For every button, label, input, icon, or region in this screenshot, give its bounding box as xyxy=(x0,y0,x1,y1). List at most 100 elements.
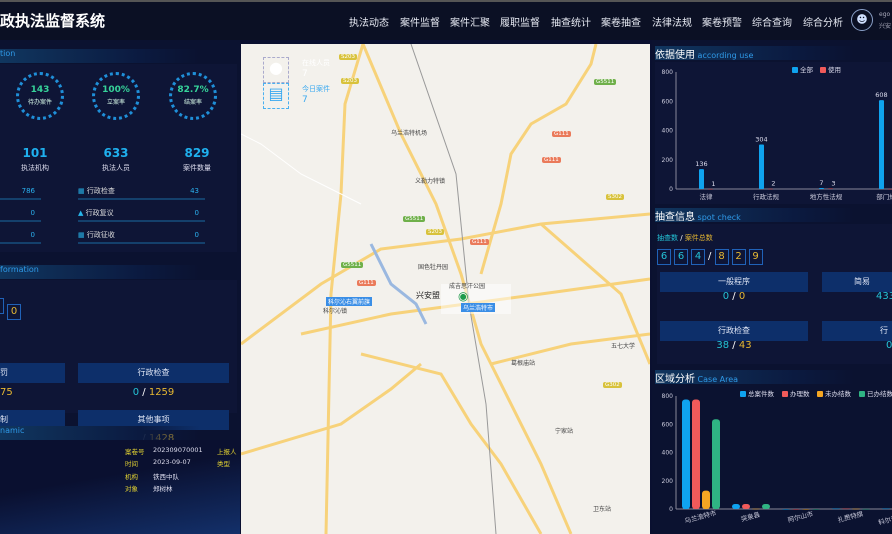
row-value: 0 xyxy=(30,231,35,239)
building-icon: ▦ xyxy=(78,187,85,195)
legend-swatch xyxy=(792,67,798,73)
nav-item[interactable]: 案件汇聚 xyxy=(450,18,490,29)
bar-全部 xyxy=(759,144,764,189)
header: 政执法监督系统 执法动态 案件监督 案件汇聚 履职监督 抽查统计 案卷抽查 法律… xyxy=(0,0,892,40)
nav-item[interactable]: 执法动态 xyxy=(349,18,389,29)
nav-item[interactable]: 法律法规 xyxy=(652,18,692,29)
card-header: 行 xyxy=(822,321,892,341)
y-tick-label: 800 xyxy=(662,69,674,76)
user-org: 兴安 xyxy=(879,23,892,30)
bar-使用 xyxy=(828,188,833,190)
bar-使用 xyxy=(708,188,713,190)
legend-label: 未办结数 xyxy=(825,389,852,398)
stat-agencies: 101 执法机构 xyxy=(0,146,70,173)
map-place-label: 成吉思汗公园 xyxy=(449,283,486,290)
map-place-label: 五七大学 xyxy=(611,343,636,350)
detail-label: 机构 xyxy=(125,473,138,481)
detail-label: 类型 xyxy=(217,460,230,468)
bar-办理数 xyxy=(792,509,800,510)
card-value: 0 / 1259 xyxy=(132,387,175,398)
bar-使用 xyxy=(768,188,773,190)
bar-未办结数 xyxy=(702,490,710,509)
nav-item[interactable]: 案件监督 xyxy=(400,18,440,29)
nav-item[interactable]: 履职监督 xyxy=(500,18,540,29)
road-shield: G111 xyxy=(470,239,489,245)
stat-value: 633 xyxy=(103,146,129,160)
legend-swatch xyxy=(782,391,788,397)
card-value: 75 xyxy=(0,387,13,398)
bar-总案件数 xyxy=(882,508,890,510)
nav-item[interactable]: 综合查询 xyxy=(752,18,792,29)
bar-已办结数 xyxy=(812,509,820,510)
dynamic-area xyxy=(0,440,240,534)
road-shield: S302 xyxy=(606,194,624,200)
nav-item[interactable]: 案卷预警 xyxy=(702,18,742,29)
left-panel: tion 143 待办案件 100% 立案率 82.7% 结案率 101 执法机构 63… xyxy=(0,40,240,534)
y-tick-label: 400 xyxy=(662,450,674,457)
section-header-dynamic: namic xyxy=(0,426,200,440)
legend-swatch xyxy=(817,391,823,397)
bar-总案件数 xyxy=(732,504,740,509)
nav-item[interactable]: 抽查统计 xyxy=(551,18,591,29)
road-shield: G302 xyxy=(603,382,622,388)
bar-已办结数 xyxy=(762,504,770,509)
map-marker-icon[interactable]: ◉ xyxy=(458,289,469,303)
detail-case-no: 202309070001 xyxy=(153,446,203,454)
bar-未办结数 xyxy=(752,508,760,510)
road-shield: G5511 xyxy=(594,79,617,85)
section-title: 区域分析 xyxy=(655,374,695,385)
row-label: 行政复议 xyxy=(85,209,114,217)
section-header-overview: tion xyxy=(0,49,200,63)
card-value: 433 xyxy=(876,291,892,302)
total-digit: 2 xyxy=(731,249,746,265)
count-digit: 6 xyxy=(674,249,688,265)
gauge-value: 82.7% xyxy=(177,85,209,95)
bar-总案件数 xyxy=(782,509,790,510)
gauge-filing-rate: 100% 立案率 xyxy=(92,72,140,120)
person-icon: ▲ xyxy=(78,209,84,217)
map-place-label: 国色牡丹园 xyxy=(418,264,449,271)
bar-已办结数 xyxy=(862,508,870,510)
online-label: 在线人员 xyxy=(302,59,330,67)
stat-value: 101 xyxy=(22,146,48,160)
list-row: 0 xyxy=(0,230,41,244)
legend-swatch xyxy=(740,391,746,397)
card-header: 简易 xyxy=(822,272,892,292)
nav-item[interactable]: 案卷抽查 xyxy=(601,18,641,29)
y-tick-label: 0 xyxy=(669,506,673,513)
list-row: 786 xyxy=(0,186,41,200)
data-label: 136 xyxy=(695,160,707,168)
row-value: 0 xyxy=(194,231,199,239)
bar-办理数 xyxy=(842,508,850,510)
detail-label: 上报人 xyxy=(217,448,237,456)
map-place-label: 卫东站 xyxy=(593,506,612,513)
card-header: 一般程序 xyxy=(660,272,808,292)
row-value: 786 xyxy=(21,187,35,195)
usage-bar-chart: 0 200 400 600 800 法律 136 1 行政法规 304 2 地方性法规 73 部门规 608… xyxy=(662,65,892,201)
legend-label: 全部 xyxy=(800,65,814,74)
slash: / xyxy=(708,251,715,262)
right-panel: 依据使用 according use 0 200 400 600 800 法律 136 1 行政… xyxy=(652,40,892,534)
data-label: 7 xyxy=(819,179,823,187)
nav-item[interactable]: 综合分析 xyxy=(803,18,843,29)
bar-全部 xyxy=(819,187,824,189)
list-row: ▦ 行政征收 0 xyxy=(78,230,205,244)
user-avatar-icon[interactable]: ☻ xyxy=(851,9,873,31)
section-title: 依据使用 xyxy=(655,50,695,61)
legend-swatch xyxy=(859,391,865,397)
map[interactable]: ● ▤ 在线人员 7 今日案件 7 乌兰浩特机场 义勒力特镇 国色牡丹园 成吉思… xyxy=(241,44,650,534)
y-tick-label: 200 xyxy=(662,478,674,485)
bar-全部 xyxy=(699,169,704,189)
road-shield: G111 xyxy=(552,131,571,137)
map-district-label: 科尔沁右翼前旗 xyxy=(326,297,373,306)
count-digit: 6 xyxy=(657,249,671,265)
road-shield: S203 xyxy=(426,229,444,235)
map-place-label: 乌兰浩特机场 xyxy=(391,130,428,137)
section-title-en: tion xyxy=(0,49,16,58)
gauge-value: 143 xyxy=(30,85,50,95)
stat-label: 案件数量 xyxy=(183,164,211,172)
section-title-en: namic xyxy=(0,426,25,435)
section-header-usage: 依据使用 according use xyxy=(655,46,855,61)
